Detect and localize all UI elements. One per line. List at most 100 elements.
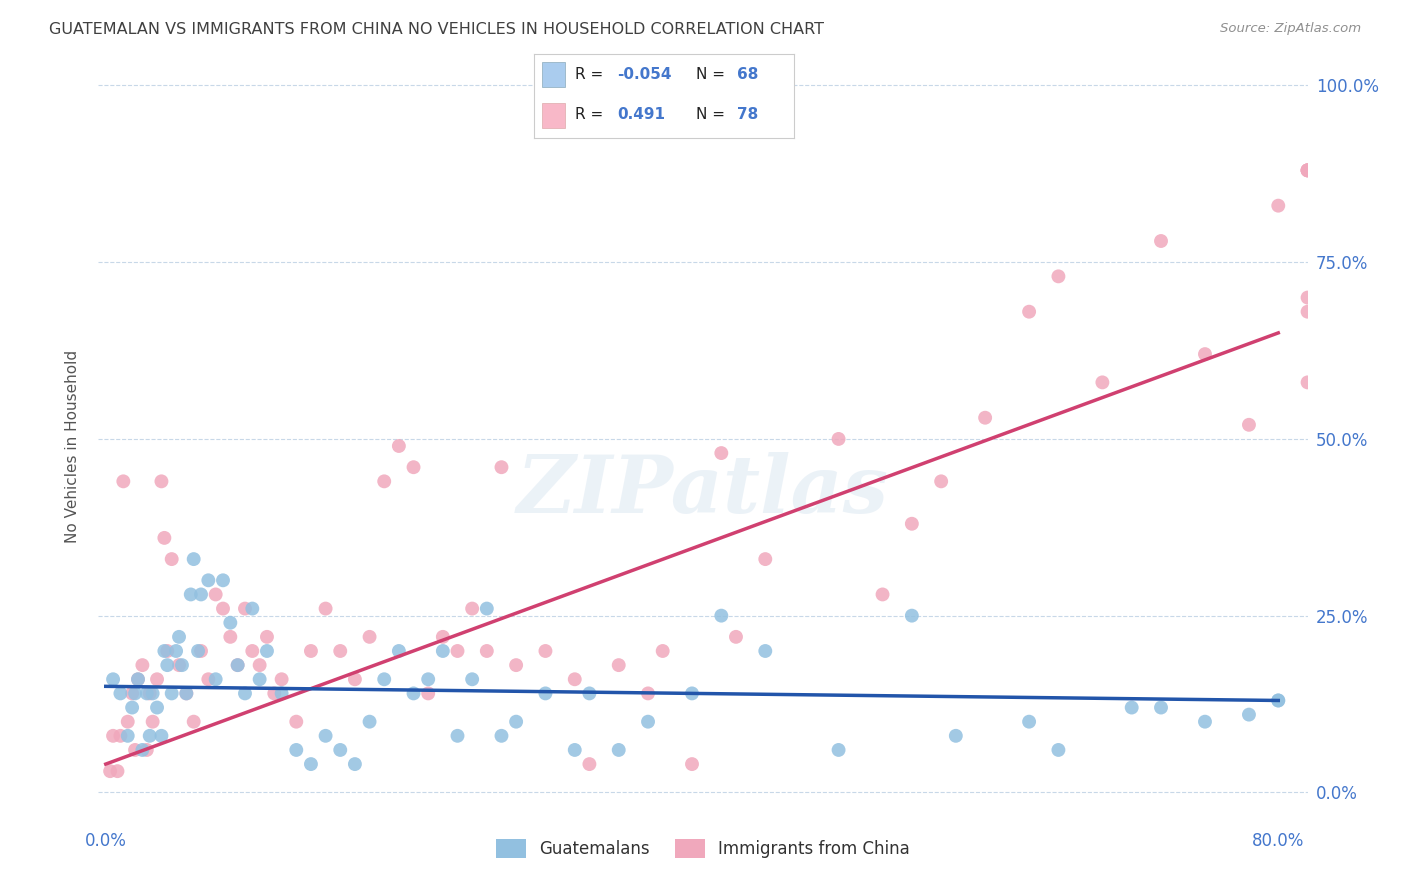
Point bbox=[1296, 376, 1319, 390]
Point bbox=[204, 587, 226, 601]
Point bbox=[263, 686, 285, 700]
Point bbox=[270, 673, 292, 687]
Point bbox=[233, 601, 256, 615]
Point bbox=[226, 658, 249, 673]
Point bbox=[1047, 269, 1070, 284]
Point bbox=[226, 658, 249, 673]
Point bbox=[491, 729, 513, 743]
Point bbox=[156, 644, 179, 658]
Point bbox=[240, 644, 263, 658]
Point bbox=[607, 743, 630, 757]
Text: R =: R = bbox=[575, 67, 607, 82]
Point bbox=[183, 552, 205, 566]
Point bbox=[710, 446, 733, 460]
Point bbox=[1237, 417, 1260, 432]
Point bbox=[299, 757, 322, 772]
Text: 78: 78 bbox=[737, 107, 758, 122]
Point bbox=[146, 673, 169, 687]
Point bbox=[183, 714, 205, 729]
Point bbox=[1267, 693, 1289, 707]
Point bbox=[475, 601, 498, 615]
Text: Source: ZipAtlas.com: Source: ZipAtlas.com bbox=[1220, 22, 1361, 36]
Point bbox=[1194, 347, 1216, 361]
Point bbox=[564, 743, 586, 757]
Point bbox=[315, 601, 337, 615]
Point bbox=[190, 587, 212, 601]
Point bbox=[418, 686, 440, 700]
Point bbox=[491, 460, 513, 475]
Point bbox=[373, 475, 395, 489]
Point bbox=[359, 714, 381, 729]
Point bbox=[534, 686, 557, 700]
Point bbox=[901, 516, 924, 531]
Point bbox=[402, 686, 425, 700]
Point bbox=[432, 644, 454, 658]
Point bbox=[180, 587, 202, 601]
Text: N =: N = bbox=[696, 67, 730, 82]
Point bbox=[872, 587, 894, 601]
Point bbox=[974, 410, 997, 425]
Point bbox=[505, 714, 527, 729]
Point bbox=[160, 552, 183, 566]
Point bbox=[153, 531, 176, 545]
Point bbox=[160, 686, 183, 700]
Point bbox=[176, 686, 198, 700]
Point bbox=[285, 714, 308, 729]
Point bbox=[418, 673, 440, 687]
Point bbox=[170, 658, 193, 673]
Point bbox=[101, 729, 124, 743]
Point bbox=[651, 644, 673, 658]
Point bbox=[607, 658, 630, 673]
Point bbox=[578, 686, 600, 700]
Point bbox=[1296, 304, 1319, 318]
Point bbox=[165, 644, 187, 658]
Text: GUATEMALAN VS IMMIGRANTS FROM CHINA NO VEHICLES IN HOUSEHOLD CORRELATION CHART: GUATEMALAN VS IMMIGRANTS FROM CHINA NO V… bbox=[49, 22, 824, 37]
Point bbox=[270, 686, 292, 700]
Point bbox=[315, 729, 337, 743]
Legend: Guatemalans, Immigrants from China: Guatemalans, Immigrants from China bbox=[489, 832, 917, 864]
Point bbox=[124, 686, 146, 700]
Text: -0.054: -0.054 bbox=[617, 67, 672, 82]
FancyBboxPatch shape bbox=[543, 62, 565, 87]
Point bbox=[929, 475, 952, 489]
Point bbox=[142, 686, 165, 700]
Point bbox=[329, 743, 352, 757]
Point bbox=[98, 764, 121, 779]
Point bbox=[1091, 376, 1114, 390]
Point bbox=[249, 673, 271, 687]
Point bbox=[681, 686, 703, 700]
Point bbox=[142, 714, 165, 729]
Point bbox=[197, 673, 219, 687]
Point bbox=[1047, 743, 1070, 757]
Point bbox=[127, 673, 149, 687]
Point bbox=[176, 686, 198, 700]
Point bbox=[117, 729, 139, 743]
Text: 0.491: 0.491 bbox=[617, 107, 665, 122]
Point bbox=[446, 644, 468, 658]
Point bbox=[1150, 700, 1173, 714]
Point bbox=[127, 673, 149, 687]
Point bbox=[167, 658, 190, 673]
Point bbox=[754, 552, 776, 566]
Point bbox=[138, 686, 160, 700]
Point bbox=[359, 630, 381, 644]
Point bbox=[461, 673, 484, 687]
Point bbox=[112, 475, 135, 489]
Point bbox=[1296, 163, 1319, 178]
Point bbox=[121, 686, 143, 700]
Y-axis label: No Vehicles in Household: No Vehicles in Household bbox=[65, 350, 80, 542]
Point bbox=[1296, 163, 1319, 178]
Point bbox=[153, 644, 176, 658]
Point bbox=[150, 475, 173, 489]
Point bbox=[578, 757, 600, 772]
Point bbox=[343, 673, 366, 687]
Point bbox=[329, 644, 352, 658]
Point bbox=[135, 743, 157, 757]
Point bbox=[299, 644, 322, 658]
Point bbox=[1267, 199, 1289, 213]
Text: N =: N = bbox=[696, 107, 730, 122]
Point bbox=[388, 439, 411, 453]
Point bbox=[256, 630, 278, 644]
Point bbox=[1296, 163, 1319, 178]
Point bbox=[124, 743, 146, 757]
